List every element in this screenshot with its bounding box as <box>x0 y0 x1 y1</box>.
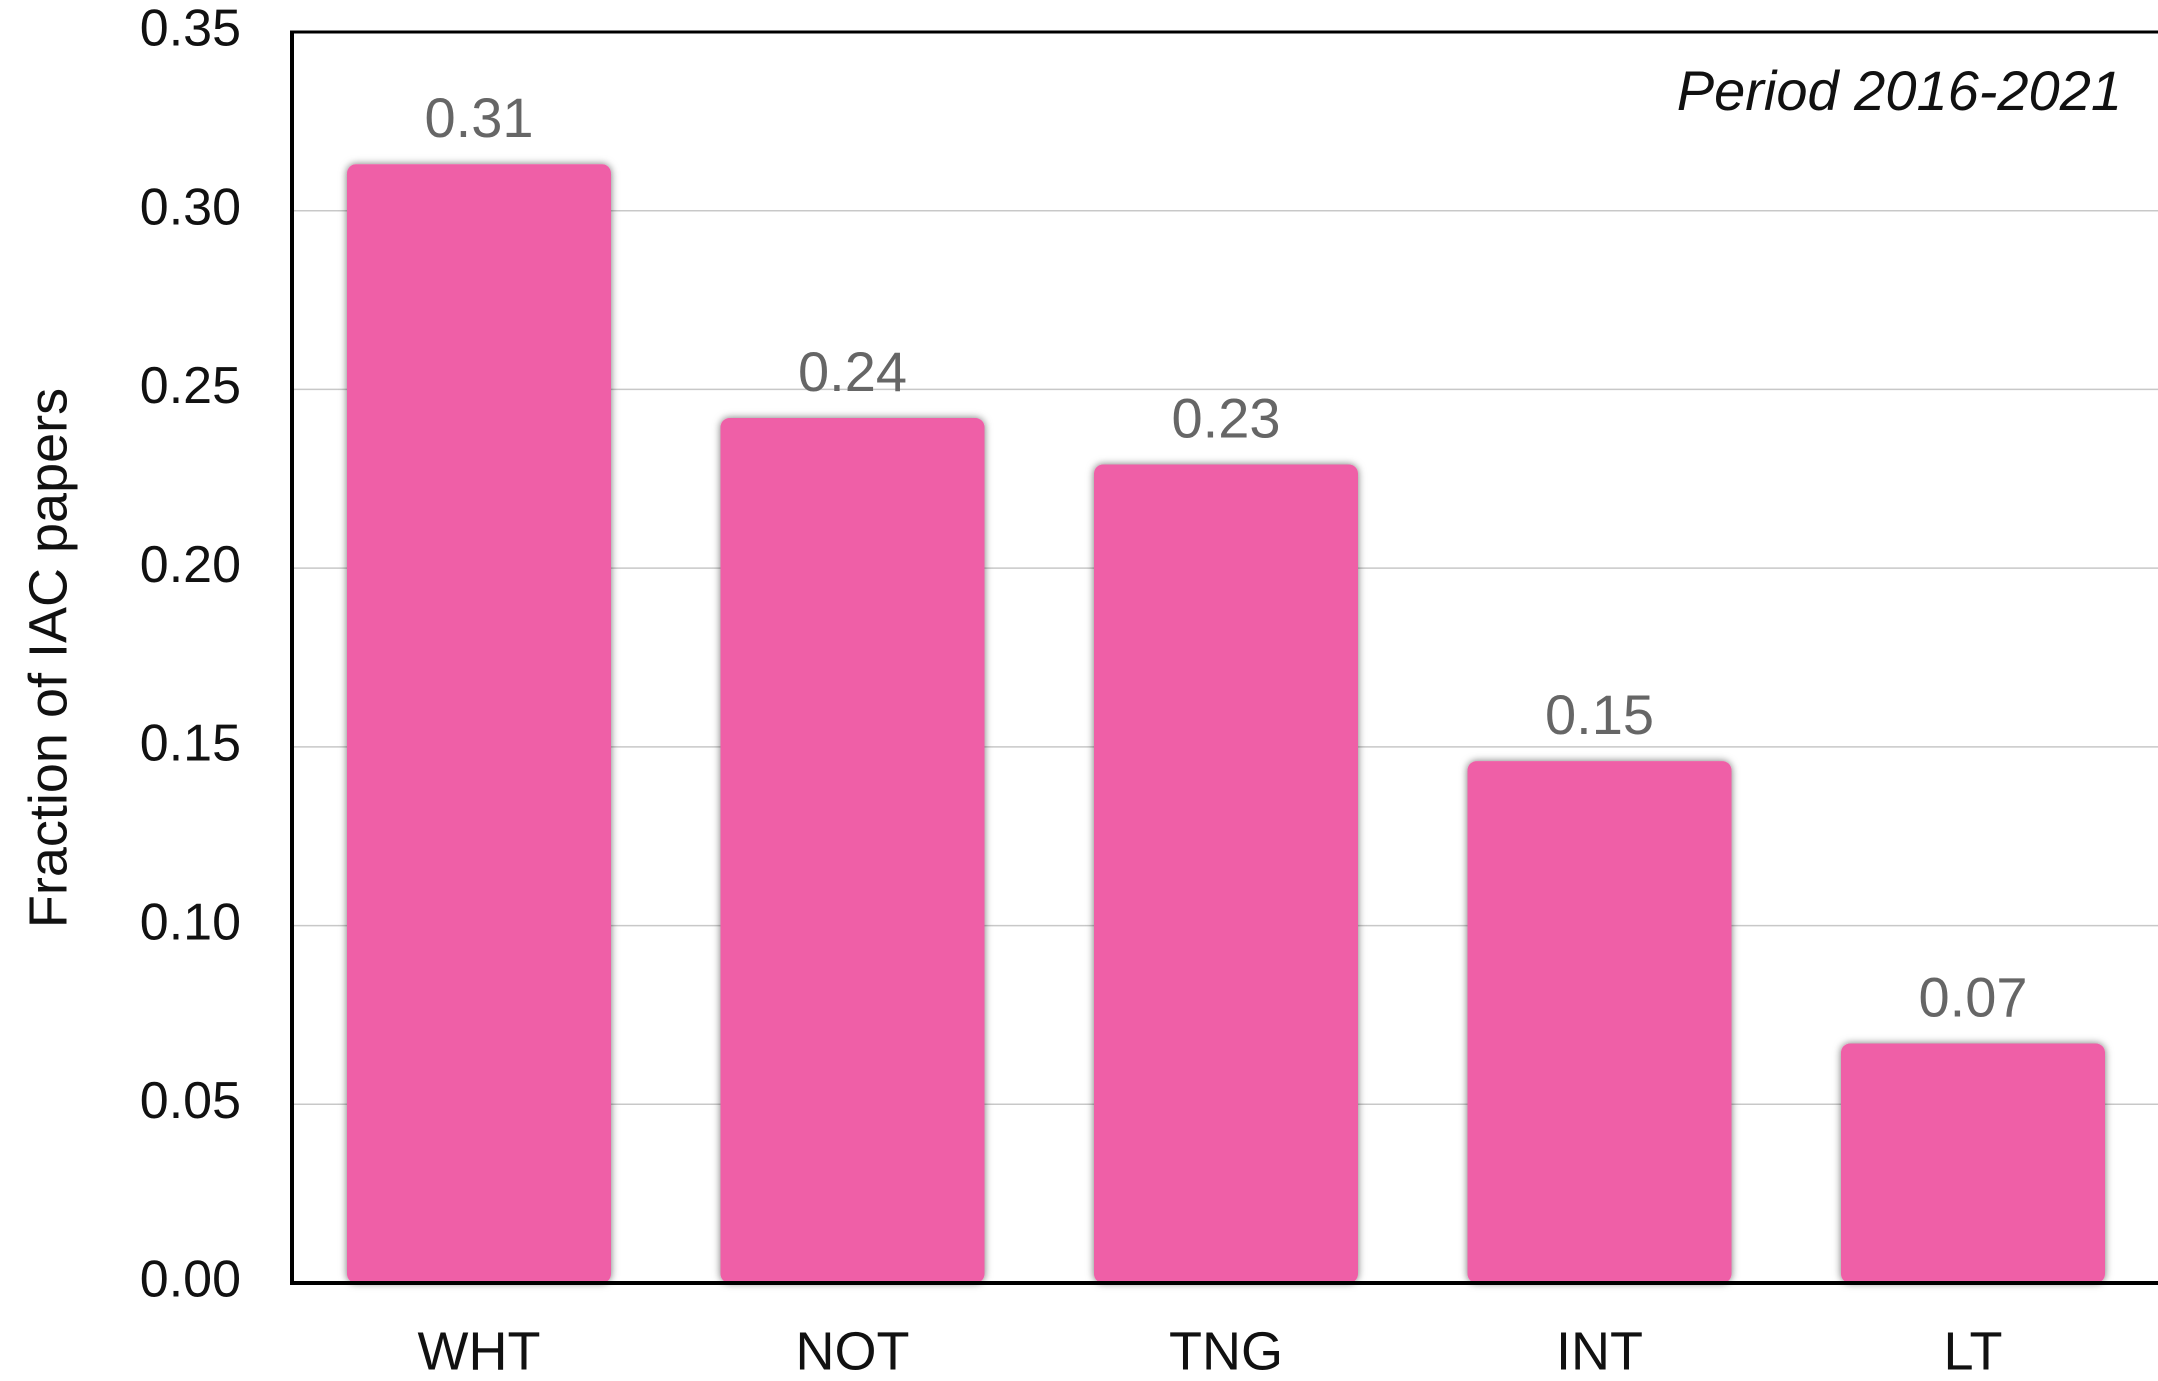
value-label: 0.15 <box>1545 683 1654 746</box>
value-label: 0.24 <box>798 340 907 403</box>
y-tick-label: 0.20 <box>140 536 241 594</box>
bar <box>720 418 985 1284</box>
bar <box>1094 464 1358 1283</box>
x-tick-label: NOT <box>796 1321 910 1381</box>
y-tick-label: 0.00 <box>140 1251 241 1309</box>
x-tick-label: LT <box>1943 1321 2002 1381</box>
annotation: Period 2016-2021 <box>1677 59 2122 122</box>
x-tick-label: WHT <box>418 1321 541 1381</box>
bar <box>1841 1043 2105 1283</box>
y-tick-label: 0.35 <box>140 0 241 58</box>
y-tick-label: 0.05 <box>140 1072 241 1130</box>
x-tick-label: TNG <box>1169 1321 1283 1381</box>
y-axis-label: Fraction of IAC papers <box>18 388 78 928</box>
bar <box>1467 761 1732 1283</box>
y-tick-label: 0.10 <box>140 893 241 951</box>
value-label: 0.07 <box>1919 965 2028 1028</box>
value-label: 0.31 <box>425 86 534 149</box>
y-tick-label: 0.15 <box>140 715 241 773</box>
bar <box>347 164 611 1284</box>
y-tick-label: 0.30 <box>140 178 241 236</box>
y-tick-label: 0.25 <box>140 357 241 415</box>
value-label: 0.23 <box>1172 386 1281 449</box>
x-tick-label: INT <box>1556 1321 1643 1381</box>
